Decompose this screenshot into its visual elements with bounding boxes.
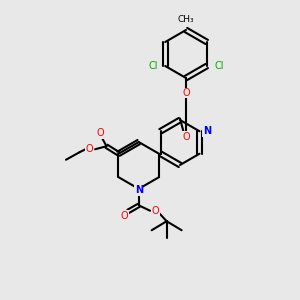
Text: N: N: [135, 185, 143, 195]
Text: Cl: Cl: [148, 61, 158, 71]
Text: O: O: [152, 206, 159, 216]
Text: CH₃: CH₃: [178, 15, 194, 24]
Text: O: O: [86, 144, 94, 154]
Text: O: O: [121, 211, 128, 221]
Text: Cl: Cl: [214, 61, 224, 71]
Text: O: O: [182, 131, 190, 142]
Text: O: O: [97, 128, 104, 138]
Text: O: O: [182, 88, 190, 98]
Text: N: N: [203, 126, 211, 136]
